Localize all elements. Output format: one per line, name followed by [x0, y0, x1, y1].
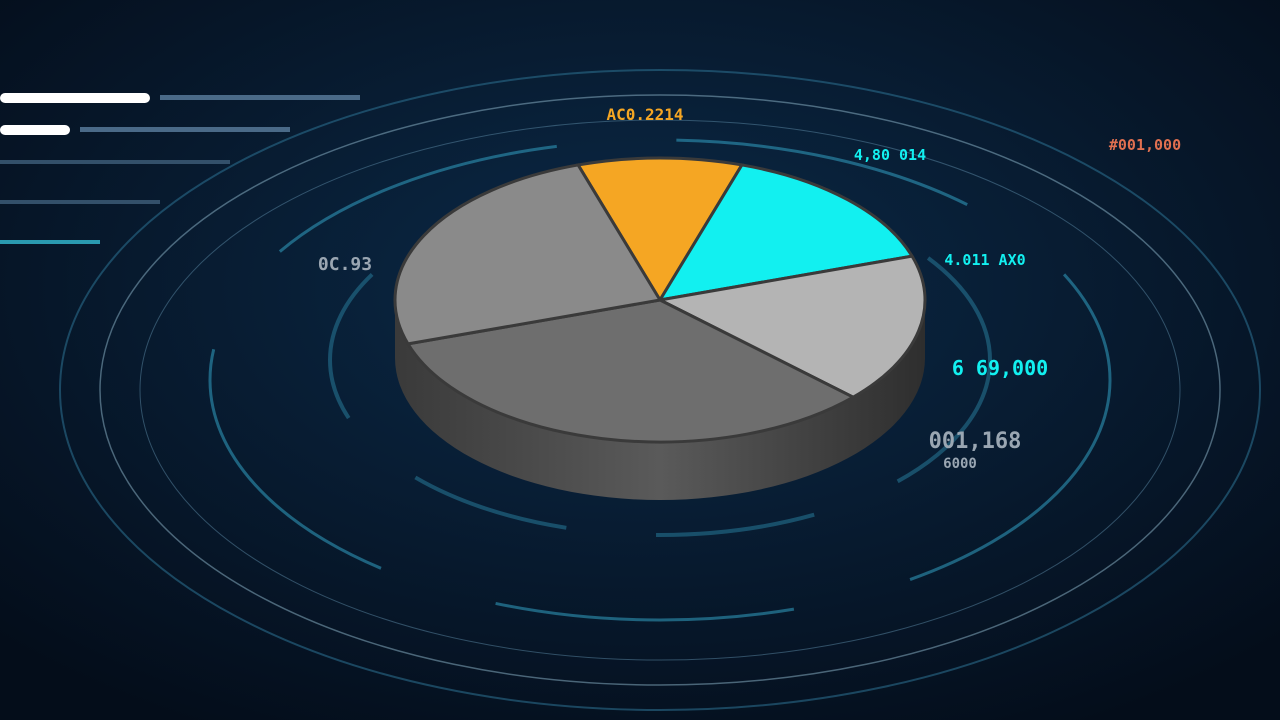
- pie-side: [395, 300, 925, 500]
- rings: [59, 69, 1261, 711]
- pie: [393, 156, 927, 500]
- annotation: 6000: [943, 456, 977, 472]
- annotation: 001,168: [929, 429, 1022, 454]
- annotation: #001,000: [1109, 136, 1181, 154]
- pie-slice: [405, 298, 857, 444]
- pie-slice: [575, 156, 745, 303]
- side-panel: [0, 93, 360, 244]
- pie-slice: [393, 163, 663, 346]
- line-decor: [0, 160, 230, 164]
- annotation: 0C.93: [318, 254, 372, 275]
- line-decor: [0, 240, 100, 244]
- ring: [139, 119, 1181, 661]
- ring: [99, 94, 1221, 686]
- annotation: AC0.2214: [606, 105, 683, 124]
- annotation: 4,80 014: [854, 146, 926, 164]
- pie-slice: [655, 254, 927, 399]
- bar-decor: [0, 125, 70, 135]
- ring: [59, 69, 1261, 711]
- annotation: 6 69,000: [952, 356, 1048, 380]
- bar-decor: [0, 93, 150, 103]
- labels: AC0.2214 4,80 014 #001,000 4.011 AX0 0C.93 6 …: [318, 105, 1181, 472]
- annotation: 4.011 AX0: [944, 251, 1025, 269]
- line-decor: [80, 127, 290, 132]
- ring: [208, 138, 1112, 622]
- line-decor: [0, 200, 160, 204]
- line-decor: [160, 95, 360, 100]
- ring: [328, 183, 992, 537]
